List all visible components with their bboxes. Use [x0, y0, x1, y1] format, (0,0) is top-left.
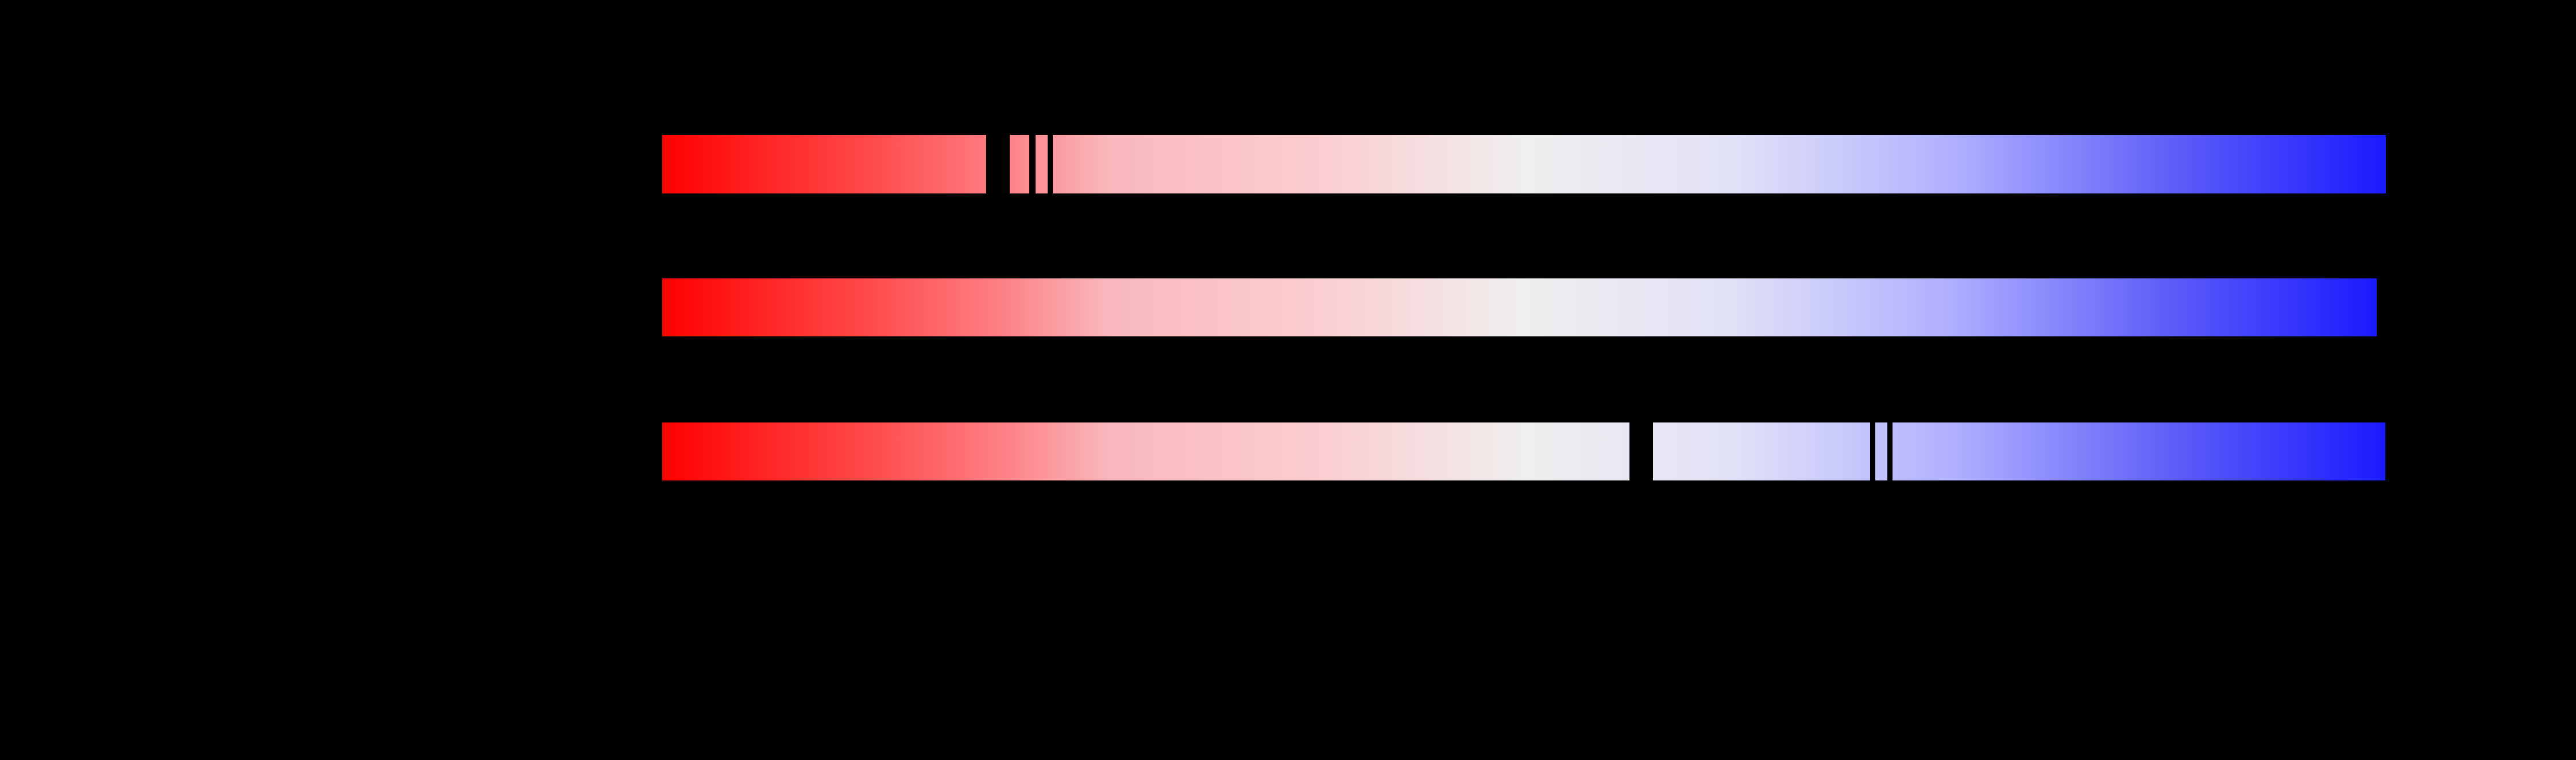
bar-segment [1036, 135, 1048, 193]
bar-segment [1875, 422, 1887, 480]
bar-gap [1048, 135, 1053, 193]
bar-segment [1893, 422, 2385, 480]
bar-gap [1870, 422, 1875, 480]
bar-gap [1629, 422, 1653, 480]
bar-row-2 [662, 278, 2377, 336]
bar-gap [986, 135, 1010, 193]
bar-segment [662, 278, 2377, 336]
bar-segment [662, 422, 1629, 480]
bar-row-3 [662, 422, 2385, 480]
bar-row-1 [662, 135, 2386, 193]
bar-gap [1029, 135, 1036, 193]
bar-segment [662, 135, 986, 193]
bar-gap [1887, 422, 1893, 480]
bar-segment [1010, 135, 1029, 193]
bar-segment [1053, 135, 2386, 193]
bar-segment [1653, 422, 1870, 480]
